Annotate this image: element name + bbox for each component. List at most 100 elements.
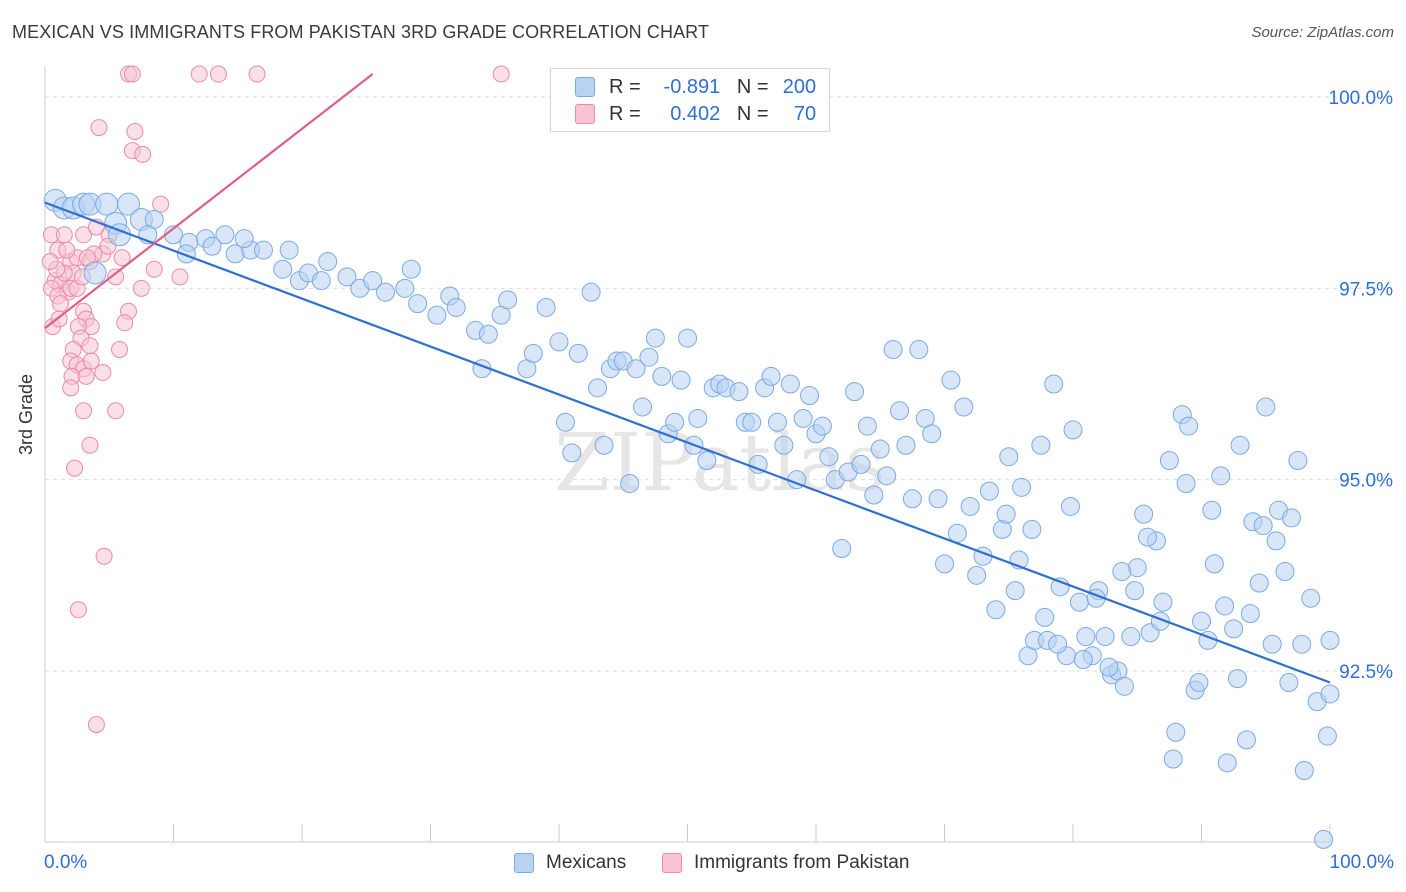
x-tick-right: 100.0%	[1329, 852, 1394, 873]
mexicans-point	[1256, 397, 1276, 417]
mexicans-point	[446, 297, 466, 317]
r-label: R =	[609, 75, 641, 98]
n-label: N =	[736, 102, 769, 125]
pakistan-point	[95, 547, 113, 565]
mexicans-point	[1215, 596, 1235, 616]
mexicans-point	[1236, 730, 1256, 750]
mexicans-point	[767, 412, 787, 432]
pakistan-point	[123, 65, 141, 83]
pakistan-trend-line	[44, 73, 374, 329]
mexicans-point	[922, 424, 942, 444]
mexicans-point	[780, 374, 800, 394]
pakistan-point	[107, 402, 125, 420]
mexicans-point	[363, 271, 383, 291]
mexicans-point	[1292, 634, 1312, 654]
pakistan-point	[55, 226, 73, 244]
mexicans-point	[996, 504, 1016, 524]
pakistan-point	[116, 314, 134, 332]
mexicans-point	[851, 454, 871, 474]
mexicans-point	[1192, 611, 1211, 631]
mexicans-point	[639, 347, 659, 367]
mexicans-point	[1279, 672, 1299, 692]
pakistan-point	[69, 601, 87, 619]
mexicans-point	[1176, 473, 1196, 493]
mexicans-point	[498, 290, 518, 310]
mexicans-point	[83, 261, 107, 285]
mexicans-point	[523, 343, 543, 363]
mexicans-point	[1166, 722, 1186, 742]
mexicans-point	[311, 271, 331, 291]
n-value-mexicans: 200	[782, 75, 817, 98]
pakistan-point	[190, 65, 208, 83]
mexicans-point	[1253, 516, 1273, 536]
mexicans-point	[761, 366, 781, 386]
mexicans-point	[1217, 753, 1237, 773]
pakistan-point	[145, 260, 163, 278]
mexicans-swatch	[575, 77, 595, 97]
mexicans-point	[902, 489, 922, 509]
mexicans-point	[941, 370, 961, 390]
mexicans-point	[1005, 581, 1025, 601]
mexicans-point	[401, 259, 421, 279]
mexicans-point	[318, 252, 338, 272]
pakistan-point	[248, 65, 266, 83]
mexicans-point	[408, 294, 428, 314]
mexicans-point	[1022, 519, 1042, 539]
mexicans-point	[774, 435, 794, 455]
pakistan-point	[87, 716, 105, 734]
mexicans-point	[581, 282, 601, 302]
mexicans-point	[478, 324, 498, 344]
pakistan-point	[81, 337, 99, 355]
n-label: N =	[736, 75, 769, 98]
mexicans-point	[928, 489, 948, 509]
mexicans-point	[960, 496, 980, 516]
n-value-pakistan: 70	[793, 102, 817, 125]
mexicans-point	[864, 485, 884, 505]
x-tick-left: 0.0%	[44, 852, 88, 873]
mexicans-point	[1262, 634, 1282, 654]
mexicans-point	[1204, 554, 1224, 574]
trend-lines	[44, 73, 1331, 684]
legend-row-mexicans: R = -0.891 N = 200	[575, 75, 816, 99]
pakistan-point	[171, 268, 189, 286]
mexicans-point	[337, 267, 357, 287]
pakistan-point	[58, 241, 76, 259]
mexicans-point	[1099, 657, 1119, 677]
mexicans-point	[742, 412, 762, 432]
mexicans-point	[1227, 669, 1247, 689]
mexicans-point	[620, 473, 640, 493]
mexicans-point	[812, 416, 832, 436]
mexicans-point	[176, 244, 196, 264]
mexicans-point	[395, 278, 415, 298]
pakistan-point	[82, 352, 100, 370]
pakistan-point	[94, 364, 112, 382]
mexicans-point	[1044, 374, 1064, 394]
mexicans-point	[832, 539, 852, 559]
mexicans-point	[890, 401, 910, 421]
mexicans-point	[819, 447, 839, 467]
mexicans-point	[1317, 726, 1337, 746]
pakistan-point	[75, 402, 93, 420]
mexicans-point	[215, 225, 235, 245]
mexicans-point	[909, 340, 929, 360]
mexicans-point	[1163, 749, 1183, 769]
mexicans-point	[1275, 562, 1295, 582]
mexicans-point	[427, 305, 447, 325]
mexicans-point	[1134, 504, 1154, 524]
pakistan-point	[152, 195, 170, 213]
mexicans-point	[1224, 619, 1244, 639]
r-value-mexicans: -0.891	[663, 75, 721, 98]
r-label: R =	[609, 102, 641, 125]
mexicans-point	[117, 192, 141, 216]
chart-title: MEXICAN VS IMMIGRANTS FROM PAKISTAN 3RD …	[12, 22, 710, 42]
mexicans-point	[1121, 627, 1141, 647]
mexicans-point	[1230, 435, 1250, 455]
pakistan-point	[41, 253, 59, 271]
mexicans-point	[954, 397, 974, 417]
pakistan-point	[77, 367, 95, 385]
mexicans-point	[1112, 562, 1132, 582]
mexicans-point	[645, 328, 665, 348]
pakistan-legend-swatch	[662, 853, 682, 873]
y-tick-label: 92.5%	[1339, 662, 1393, 683]
mexicans-point	[870, 439, 890, 459]
